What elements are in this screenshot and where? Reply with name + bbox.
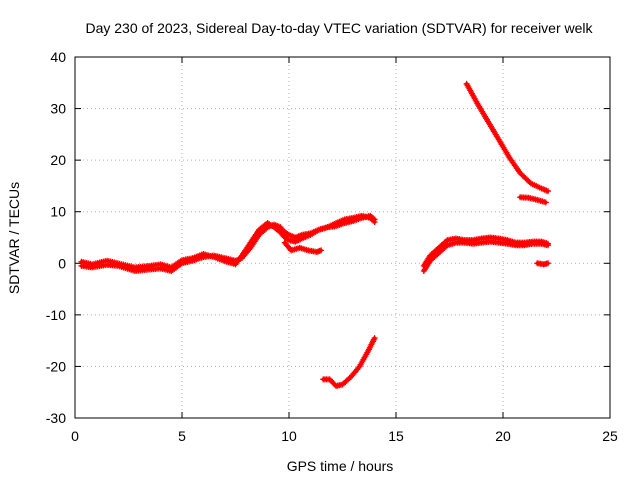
- y-tick-label: 30: [50, 101, 66, 117]
- y-tick-label: -20: [46, 358, 66, 374]
- data-point-marker: [542, 199, 549, 206]
- data-point-marker: [544, 240, 551, 247]
- y-tick-label: 40: [50, 49, 66, 65]
- y-tick-label: 20: [50, 152, 66, 168]
- x-axis-label: GPS time / hours: [287, 458, 394, 474]
- series-arc-3b: [420, 234, 551, 269]
- data-point-marker: [544, 188, 551, 195]
- data-point-marker: [371, 219, 378, 226]
- x-tick-label: 20: [495, 428, 511, 444]
- y-tick-label: -30: [46, 410, 66, 426]
- x-tick-label: 15: [388, 428, 404, 444]
- series-arc-6: [534, 260, 551, 268]
- plot-frame: [74, 56, 611, 419]
- axis-ticks: 0 5 10 15 20 25 -30 -20 -10 0 10 20 30 40: [46, 49, 618, 444]
- x-tick-label: 10: [281, 428, 297, 444]
- x-tick-label: 5: [178, 428, 186, 444]
- series-arc-5: [517, 194, 549, 206]
- x-tick-label: 25: [602, 428, 618, 444]
- x-tick-label: 0: [71, 428, 79, 444]
- data-point-marker: [318, 247, 325, 254]
- series-trace: [464, 82, 550, 193]
- y-tick-label: 0: [58, 255, 66, 271]
- series-arc-1b: [78, 212, 378, 271]
- series-arc-4: [463, 80, 551, 195]
- y-tick-label: -10: [46, 307, 66, 323]
- y-axis-label: SDTVAR / TECUs: [6, 182, 22, 294]
- series-arc-2: [320, 335, 378, 390]
- chart-title: Day 230 of 2023, Sidereal Day-to-day VTE…: [85, 20, 593, 36]
- series-arc-1c: [281, 239, 325, 255]
- y-tick-label: 10: [50, 204, 66, 220]
- grid-lines: [75, 57, 610, 418]
- data-point-marker: [371, 335, 378, 342]
- data-point-marker: [526, 179, 533, 186]
- data-points: [78, 80, 551, 390]
- data-point-marker: [544, 260, 551, 267]
